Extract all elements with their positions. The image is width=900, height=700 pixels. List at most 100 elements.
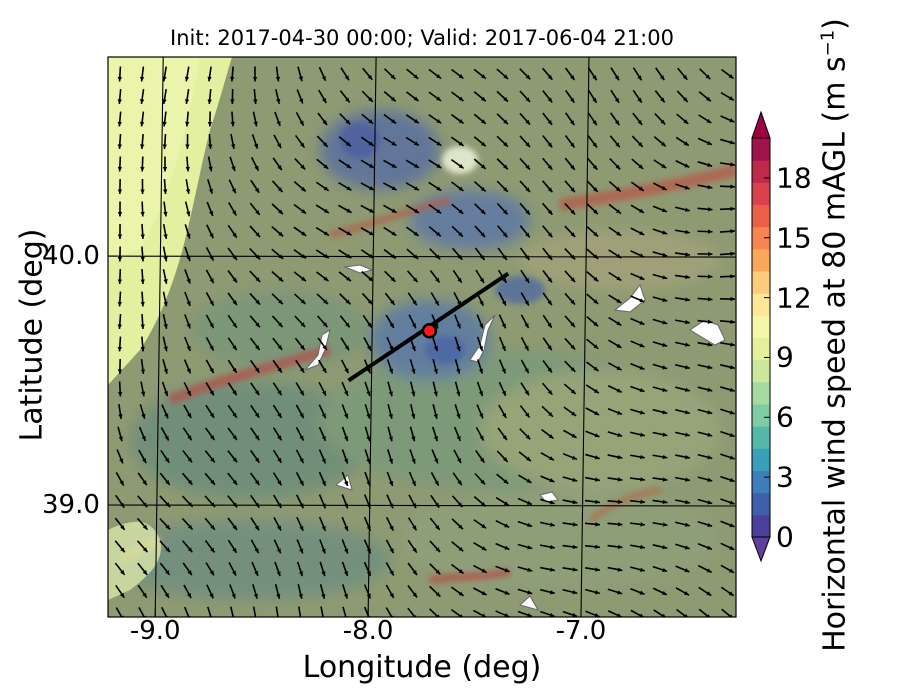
wind-vector [609,135,621,148]
reservoirs [304,264,726,611]
wind-vector [563,429,577,439]
wind-vector [630,588,645,595]
wind-vector [496,135,509,148]
wind-vector [652,205,668,213]
wind-vector [185,156,190,172]
wind-vector [675,160,690,168]
wind-vector [409,404,416,419]
wind-vector [387,381,393,397]
wind-vector [473,113,487,125]
colorbar-tick-label: 18 [776,161,812,195]
wind-vector [562,476,578,482]
wind-vector [432,359,438,374]
parallel-line [107,504,737,507]
wind-vector [432,404,438,419]
wind-vector [252,111,258,127]
wind-vector [519,112,531,126]
wind-vector [159,562,171,576]
wind-vector [383,226,397,237]
wind-vector [539,566,556,572]
wind-vector [117,223,123,240]
wind-vector [517,497,533,506]
wind-vector [204,472,216,486]
wind-vector [652,386,668,392]
wind-vector [495,542,510,551]
wind-vector [162,314,168,329]
wind-vector [428,136,442,147]
wind-vector [586,316,599,327]
wind-vector [338,227,352,236]
wind-vector [674,454,691,460]
wind-vector [428,226,442,237]
wind-vector [405,182,420,191]
wind-vector [629,477,646,482]
wind-vector [319,539,326,554]
wind-vector [364,426,371,442]
wind-vector [183,381,192,397]
wind-vector [607,454,623,460]
wind-vector [520,269,530,284]
wind-vector [520,336,530,352]
wind-vector [315,181,330,192]
wind-vector [519,135,531,148]
wind-vector [230,66,235,82]
wind-vector [274,584,281,599]
wind-vector [183,404,192,419]
wind-vector [182,562,193,576]
wind-vector [519,68,531,80]
wind-vector [162,268,168,285]
wind-vector [632,67,643,81]
wind-vector [586,180,599,193]
wind-vector [587,135,598,148]
wind-vector [655,67,665,81]
wind-vector [454,404,461,419]
wind-vector [564,135,576,148]
colorbar-bin [752,138,770,161]
wind-vector [207,111,213,127]
wind-vector [587,67,598,81]
wind-vector [585,430,600,438]
wind-vector [607,431,623,437]
wind-vector [140,358,146,375]
wind-vector [675,431,690,437]
wind-vector [495,588,510,595]
wind-vector [162,291,168,307]
wind-vector [272,427,283,441]
wind-vector [720,364,735,370]
colorbar-bin [752,426,770,449]
wind-vector [542,225,553,238]
wind-vector [498,314,507,329]
wind-vector [229,584,236,599]
wind-vector [454,336,461,352]
axes-frame [107,56,737,618]
wind-vector [607,566,623,572]
wind-vector [272,337,283,351]
wind-vector [630,431,645,437]
wind-vector [271,203,284,215]
wind-vector [585,384,600,394]
wind-vector [453,426,462,442]
wind-vector [674,499,691,505]
wind-vector [139,404,146,419]
wind-vector [608,226,622,237]
wind-vector [293,293,307,305]
wind-vector [159,517,171,531]
wind-vector [520,314,530,329]
wind-vector [406,270,419,283]
colorbar-label: Horizontal wind speed at 80 mAGL (m s−1) [818,18,853,652]
wind-vector [564,67,576,81]
wind-vector [632,112,643,126]
wind-vector [271,270,284,283]
wind-vector [182,427,193,441]
wind-vector [720,386,735,392]
wind-vector [674,476,691,482]
wind-vector [272,472,283,486]
x-tick-label: -8.0 [342,616,394,646]
x-axis-label: Longitude (deg) [302,650,542,685]
wind-vector [206,224,214,239]
wind-vector [675,183,690,190]
wind-vector [428,68,442,80]
colorbar-bin [752,492,770,516]
wind-vector [115,584,125,599]
wind-vector [227,450,238,463]
